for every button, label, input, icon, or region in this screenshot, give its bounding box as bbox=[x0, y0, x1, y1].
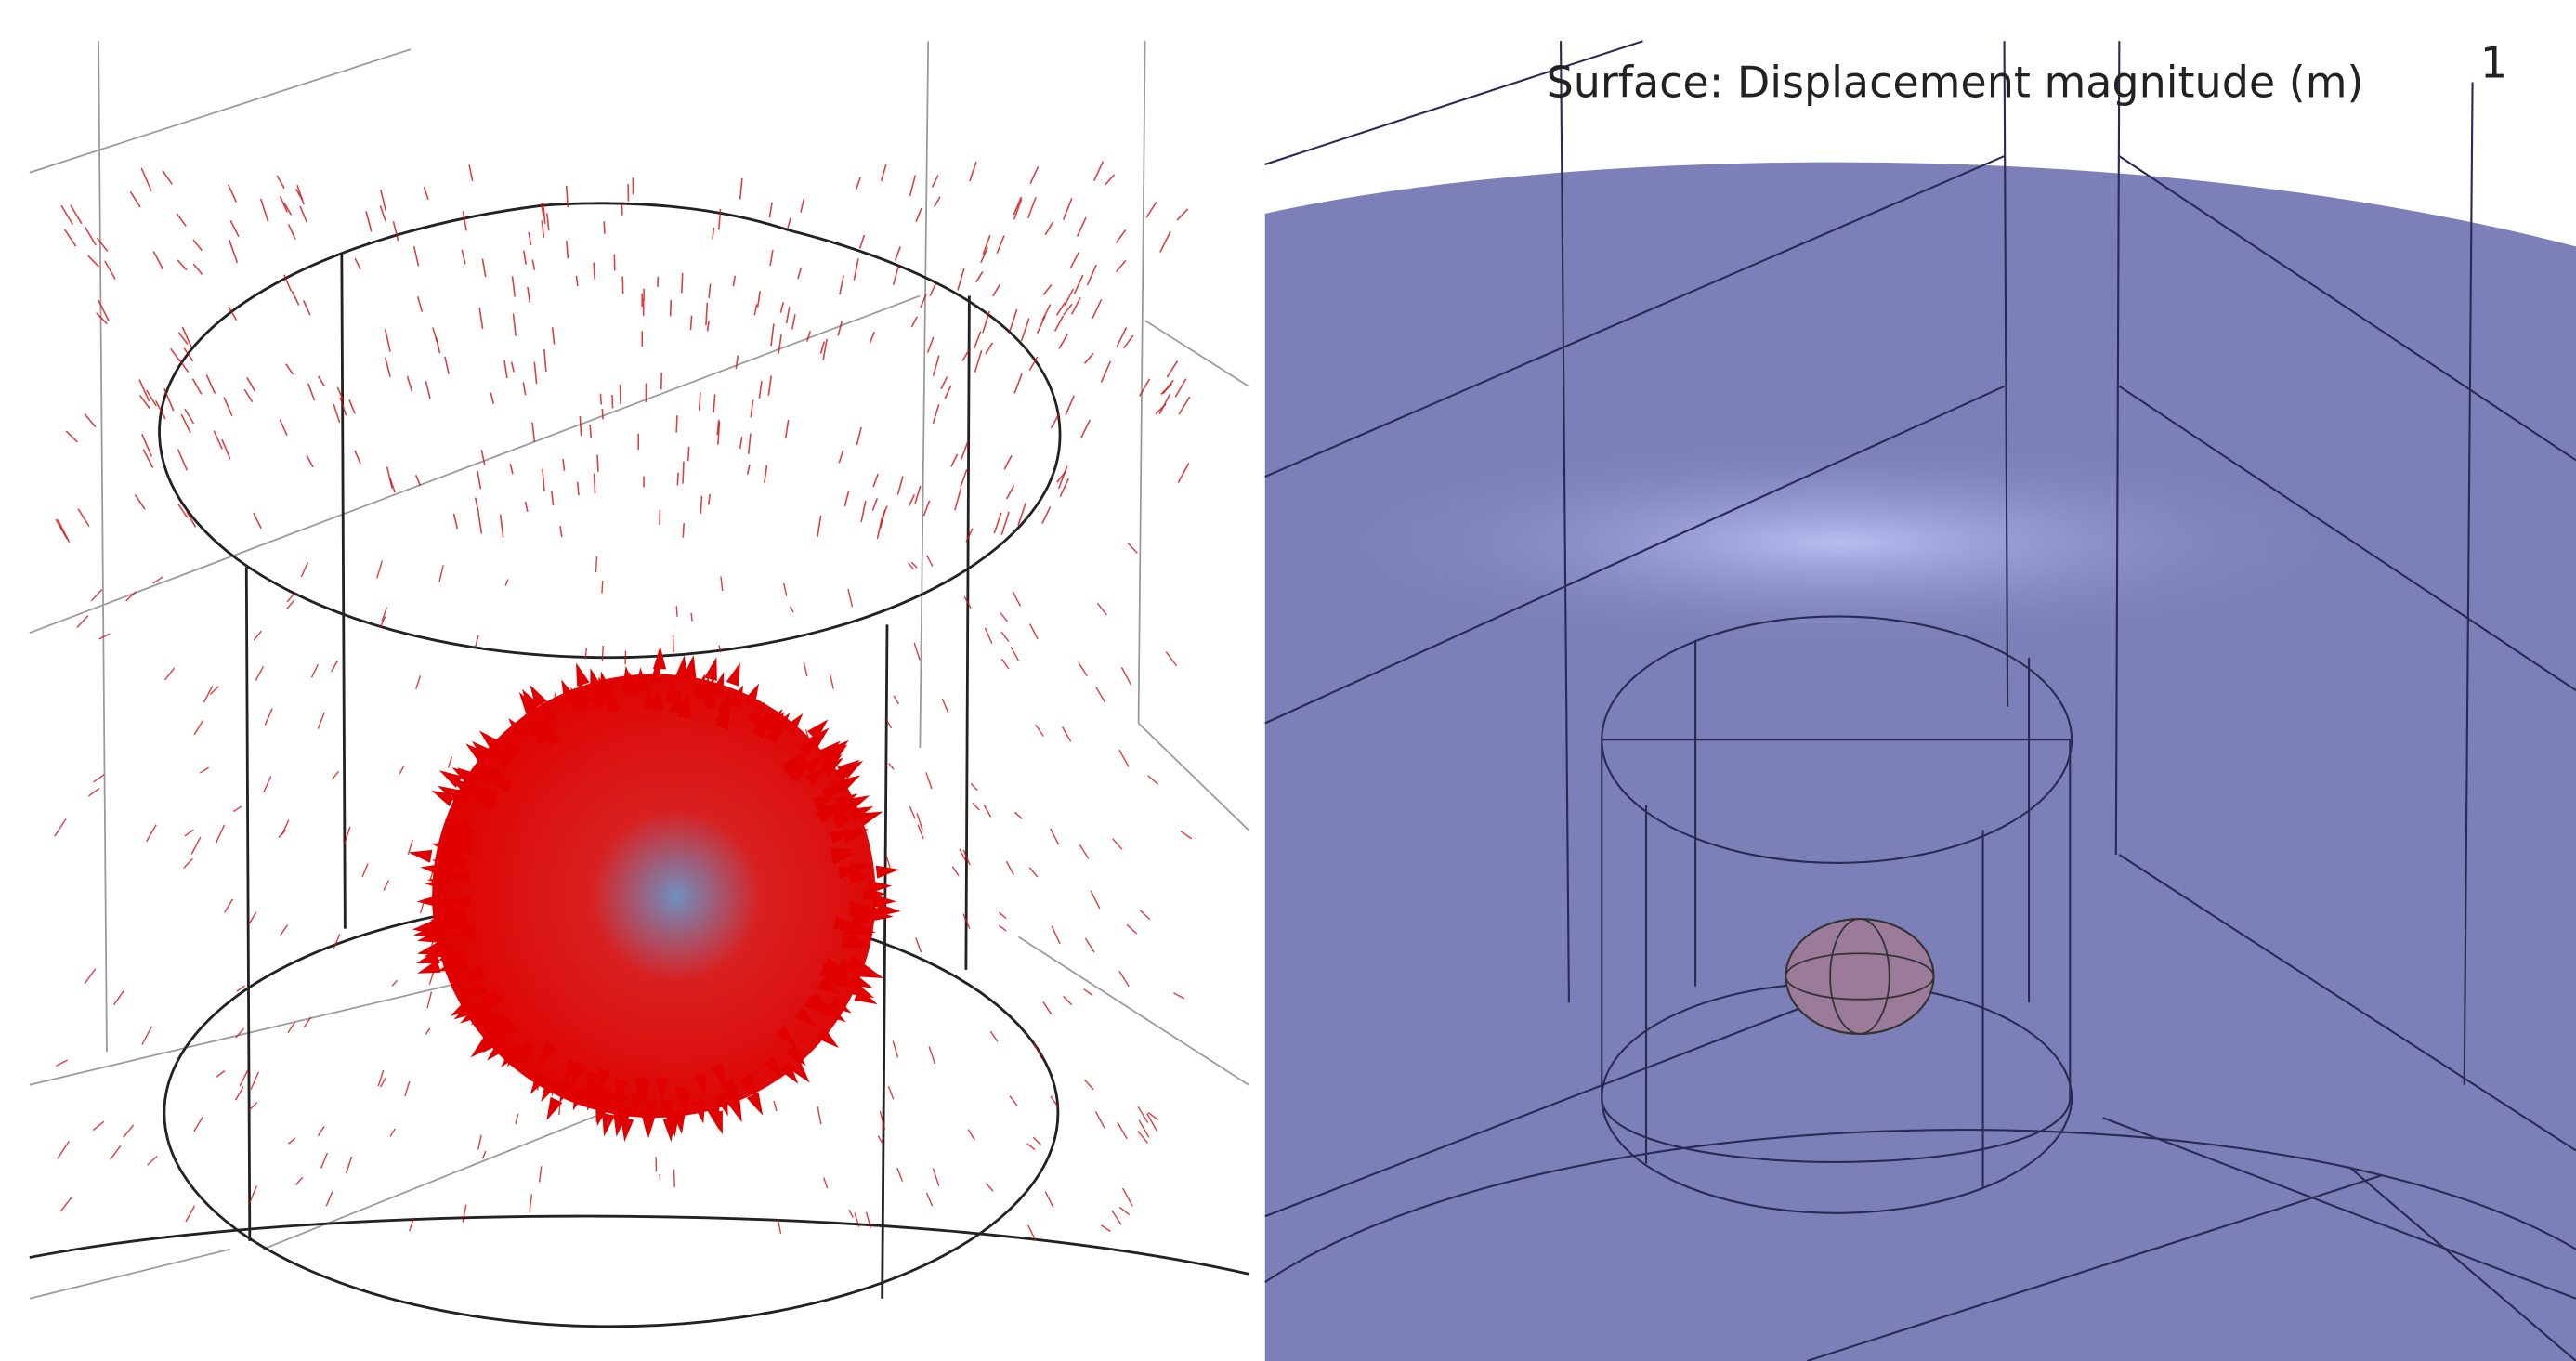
arrow bbox=[676, 606, 677, 616]
arrow bbox=[677, 473, 678, 486]
screenshot: Surface: Displacement magnitude (m) 1 bbox=[0, 0, 2576, 1361]
arrow bbox=[674, 1170, 675, 1187]
arrow bbox=[682, 273, 683, 293]
arrow bbox=[688, 447, 689, 461]
arrow bbox=[602, 409, 603, 419]
arrow bbox=[690, 316, 691, 330]
arrow bbox=[683, 462, 684, 484]
arrow bbox=[596, 556, 597, 572]
arrow bbox=[683, 523, 684, 537]
arrow bbox=[594, 263, 595, 280]
arrow bbox=[602, 581, 603, 594]
page: Surface: Displacement magnitude (m) 1 ((… bbox=[0, 0, 2576, 1361]
outer-domain bbox=[1265, 163, 2576, 1361]
arrow bbox=[612, 395, 613, 408]
plot-label: 1 bbox=[2480, 37, 2507, 87]
arrow bbox=[676, 415, 677, 432]
inner-sphere bbox=[1785, 919, 1933, 1034]
left-view bbox=[30, 41, 1249, 1327]
arrow bbox=[600, 394, 601, 405]
arrow bbox=[671, 300, 672, 316]
plot-title: Surface: Displacement magnitude (m) bbox=[1547, 57, 2364, 107]
arrow bbox=[590, 425, 591, 438]
right-view: Surface: Displacement magnitude (m) 1 bbox=[1265, 37, 2576, 1361]
arrow bbox=[604, 221, 605, 233]
arrow bbox=[614, 255, 615, 270]
arrow bbox=[602, 646, 603, 661]
surface-highlight bbox=[1347, 444, 2333, 641]
arrow bbox=[597, 455, 598, 472]
